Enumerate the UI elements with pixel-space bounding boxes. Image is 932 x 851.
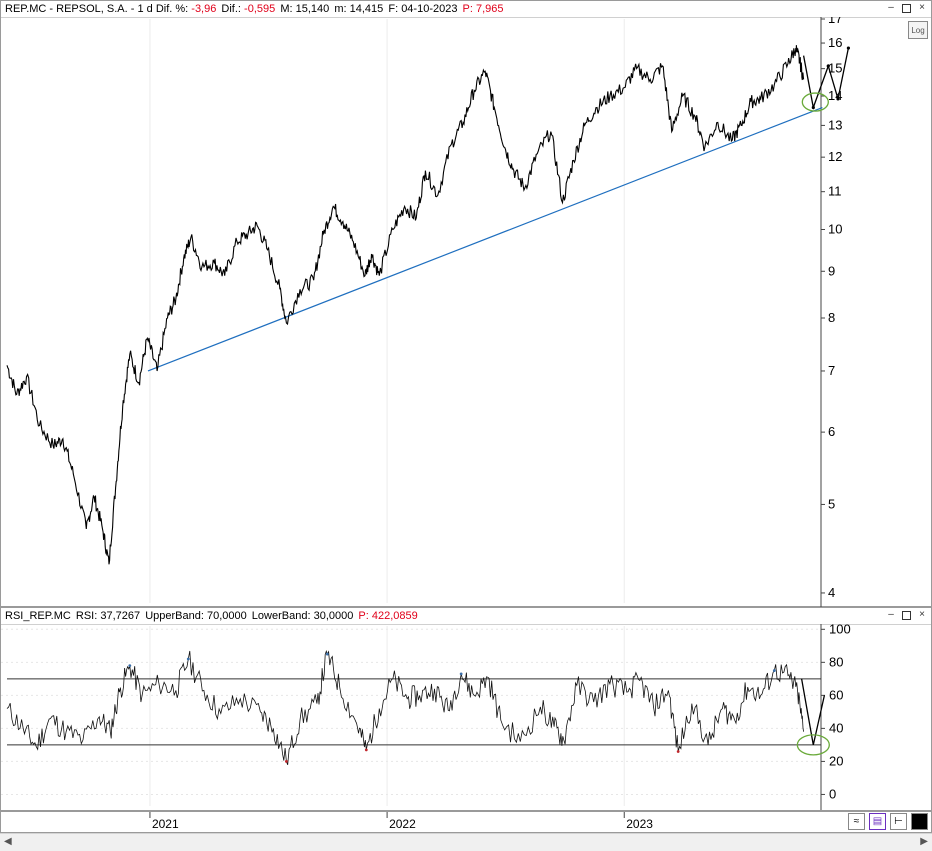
y-tick-label: 17 <box>828 17 842 26</box>
y-tick-label: 9 <box>828 263 835 278</box>
max-value: 15,140 <box>295 3 330 15</box>
y-tick-label: 8 <box>828 310 835 325</box>
y-tick-label: 4 <box>828 585 835 600</box>
rsi-close-button[interactable]: × <box>919 609 925 620</box>
y-tick-label: 6 <box>828 424 835 439</box>
min-label: m: <box>334 3 347 15</box>
rsi-p-label: P: <box>358 610 369 622</box>
rsi-label: RSI: <box>75 610 98 622</box>
y-tick-label: 11 <box>828 184 842 199</box>
rsi-oversold-point <box>284 760 288 763</box>
upper-band-value: 70,0000 <box>206 610 247 622</box>
dif-pct-label: Dif. %: <box>155 3 189 15</box>
rsi-y-tick-label: 20 <box>829 753 843 768</box>
rsi-overbought-point <box>128 664 132 668</box>
close-button[interactable]: × <box>919 2 925 13</box>
lower-band-value: 30,0000 <box>313 610 354 622</box>
pin-icon[interactable]: ⊢ <box>890 813 907 830</box>
date-label: F: <box>388 3 399 15</box>
y-tick-label: 15 <box>828 61 842 76</box>
target-ellipse <box>801 92 829 112</box>
scroll-right-icon[interactable]: ▶ <box>920 836 928 847</box>
rsi-chart[interactable]: 0 20 40 60 80 100 <box>1 624 931 810</box>
support-trendline <box>147 106 823 372</box>
dif-pct-value: -3,96 <box>191 3 217 15</box>
projection-point <box>811 105 815 110</box>
price-label: P: <box>462 3 473 15</box>
log-scale-button[interactable]: Log <box>908 21 928 39</box>
y-tick-label: 16 <box>828 35 842 50</box>
scroll-left-icon[interactable]: ◀ <box>4 836 12 847</box>
wave-tool-icon[interactable]: ≈ <box>848 813 865 830</box>
x-tick-label: 2021 <box>152 817 179 831</box>
color-swatch-icon[interactable] <box>911 813 928 830</box>
rsi-overbought-point <box>459 672 463 676</box>
rsi-y-tick-label: 60 <box>829 687 843 702</box>
y-tick-label: 10 <box>828 221 842 236</box>
y-tick-label: 7 <box>828 363 835 378</box>
x-tick-label: 2023 <box>626 817 653 831</box>
rsi-minimize-button[interactable]: – <box>888 609 894 620</box>
x-tick-label: 2022 <box>389 817 416 831</box>
rsi-panel[interactable]: RSI_REP.MC RSI: 37,7267 UpperBand: 70,00… <box>0 607 932 811</box>
rsi-projection-path <box>800 678 826 746</box>
price-header-info: REP.MC - REPSOL, S.A. - 1 d Dif. %: -3,9… <box>5 3 504 15</box>
rsi-maximize-button[interactable] <box>902 611 911 620</box>
x-axis-bar: 2021 2022 2023 <box>0 811 932 833</box>
y-tick-label: 5 <box>828 496 835 511</box>
price-panel-header: REP.MC - REPSOL, S.A. - 1 d Dif. %: -3,9… <box>1 1 931 18</box>
min-value: 14,415 <box>349 3 384 15</box>
rsi-oversold-point <box>676 750 680 753</box>
rsi-series-line <box>6 649 804 765</box>
rsi-value: 37,7267 <box>100 610 141 622</box>
price-value: 7,965 <box>476 3 504 15</box>
save-icon[interactable]: ▤ <box>869 813 886 830</box>
price-panel[interactable]: REP.MC - REPSOL, S.A. - 1 d Dif. %: -3,9… <box>0 0 932 607</box>
rsi-panel-header: RSI_REP.MC RSI: 37,7267 UpperBand: 70,00… <box>1 608 931 625</box>
price-series-line <box>6 45 805 565</box>
symbol-label: REP.MC - REPSOL, S.A. <box>5 3 128 15</box>
projection-point <box>836 97 840 101</box>
lower-band-label: LowerBand: <box>251 610 311 622</box>
rsi-oversold-point <box>364 748 368 752</box>
y-tick-label: 13 <box>828 117 842 132</box>
rsi-y-tick-label: 40 <box>829 720 843 735</box>
footer-tools: ≈ ▤ ⊢ <box>848 813 928 830</box>
rsi-p-value: 422,0859 <box>371 610 418 622</box>
projection-point <box>826 64 830 68</box>
max-label: M: <box>280 3 293 15</box>
maximize-button[interactable] <box>902 4 911 13</box>
rsi-symbol-label: RSI_REP.MC <box>5 610 71 622</box>
rsi-y-tick-label: 80 <box>829 654 843 669</box>
upper-band-label: UpperBand: <box>145 610 204 622</box>
rsi-overbought-point <box>186 657 190 661</box>
rsi-overbought-point <box>772 669 776 672</box>
minimize-button[interactable]: – <box>888 2 894 13</box>
x-axis: 2021 2022 2023 <box>149 812 653 831</box>
rsi-y-tick-label: 100 <box>829 624 851 636</box>
interval-label: - 1 d <box>130 3 153 15</box>
dif-label: Dif.: <box>221 3 241 15</box>
rsi-target-ellipse <box>796 734 830 756</box>
date-value: 04-10-2023 <box>401 3 458 15</box>
rsi-overbought-point <box>325 652 329 656</box>
y-tick-label: 12 <box>828 149 842 164</box>
rsi-header-info: RSI_REP.MC RSI: 37,7267 UpperBand: 70,00… <box>5 610 418 622</box>
rsi-y-tick-label: 0 <box>829 786 836 801</box>
projection-point <box>846 46 851 50</box>
plot-area <box>1 19 821 603</box>
horizontal-scrollbar[interactable]: ◀ ▶ <box>0 833 932 851</box>
dif-value: -0,595 <box>244 3 276 15</box>
